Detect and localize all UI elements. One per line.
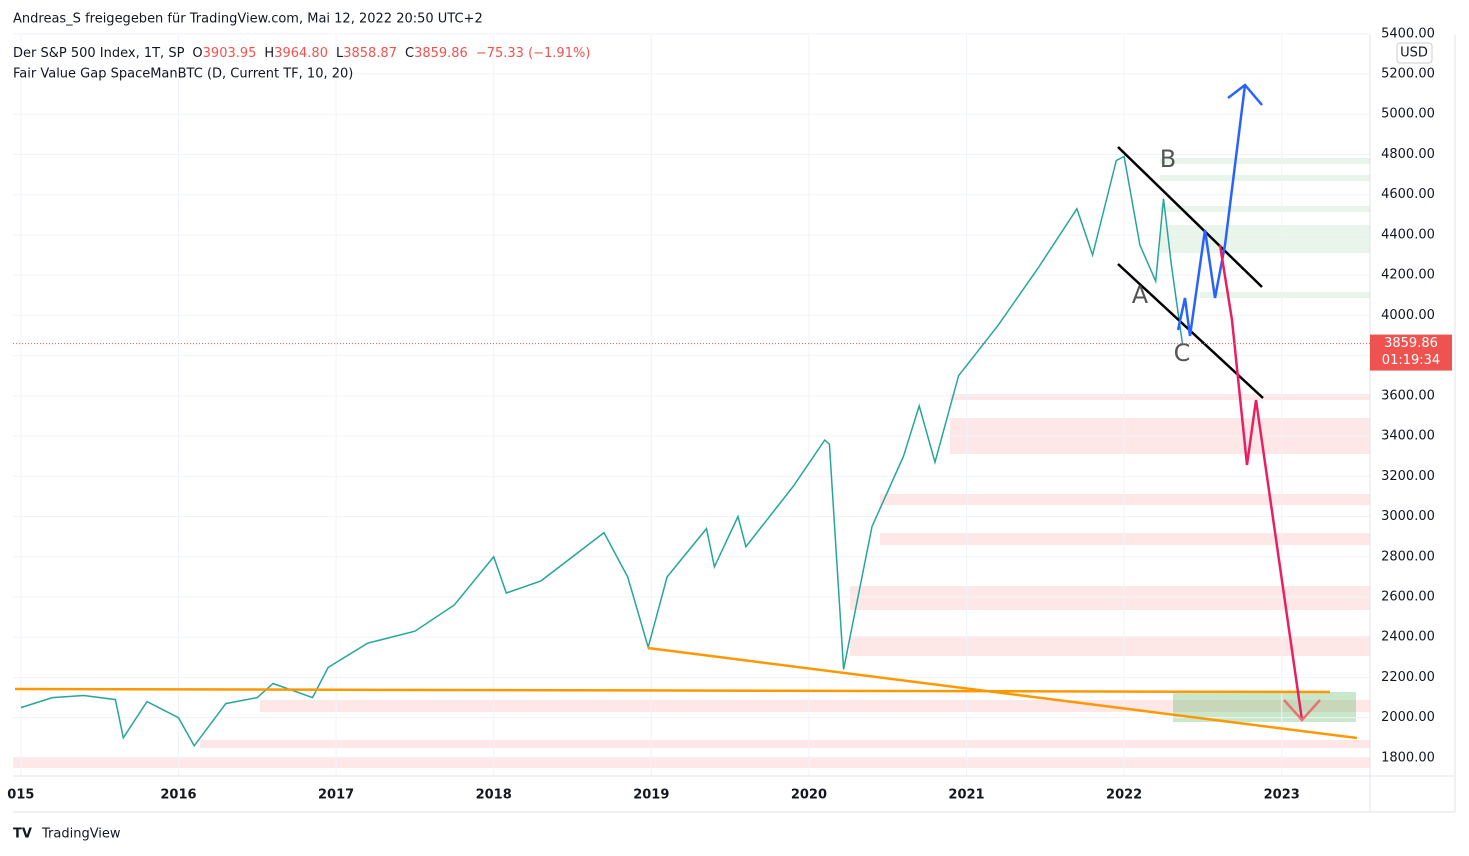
y-tick-label: 5400.00 xyxy=(1381,26,1435,41)
ohlc-label: C xyxy=(405,46,414,61)
plot xyxy=(13,33,1370,776)
ohlc-value: 3903.95 xyxy=(203,46,257,61)
y-tick-label: 4800.00 xyxy=(1381,147,1435,162)
y-tick-label: 2400.00 xyxy=(1381,630,1435,645)
ohlc-label: O xyxy=(192,46,202,61)
indicator: Fair Value Gap SpaceManBTC (D, Current T… xyxy=(13,67,353,82)
change: −75.33 (−1.91%) xyxy=(476,46,591,61)
y-tick-label: 3600.00 xyxy=(1381,388,1435,403)
x-tick-label: 2016 xyxy=(160,788,196,803)
footer-logo: TV xyxy=(13,827,32,842)
y-tick-label: 3200.00 xyxy=(1381,469,1435,484)
last-price-label: 3859.86 xyxy=(1384,336,1438,351)
author-line: Andreas_S freigegeben für TradingView.co… xyxy=(13,12,483,27)
y-tick-label: 3000.00 xyxy=(1381,509,1435,524)
y-tick-label: 1800.00 xyxy=(1381,750,1435,765)
footer: TradingView xyxy=(41,827,121,842)
ohlc-value: 3964.80 xyxy=(274,46,328,61)
y-tick-label: 2600.00 xyxy=(1381,589,1435,604)
last-price-box xyxy=(1370,334,1452,371)
annotations: A B C xyxy=(1132,145,1191,367)
legend: Der S&P 500 Index, 1T, SP O3903.95 H3964.8… xyxy=(13,46,590,61)
wave-label: A xyxy=(1132,281,1149,309)
ohlc-label: L xyxy=(336,46,344,61)
wave-label: C xyxy=(1174,339,1191,367)
y-tick-label: 5000.00 xyxy=(1381,107,1435,122)
y-tick-label: 2800.00 xyxy=(1381,549,1435,564)
y-tick-label: 3400.00 xyxy=(1381,429,1435,444)
price-line xyxy=(20,155,1184,748)
y-tick-label: 2000.00 xyxy=(1381,710,1435,725)
y-tick-label: 4600.00 xyxy=(1381,187,1435,202)
target-zone xyxy=(1173,692,1356,722)
symbol: Der S&P 500 Index, 1T, SP xyxy=(13,46,185,61)
wave-label: B xyxy=(1160,145,1176,173)
currency-box xyxy=(1396,42,1433,64)
x-tick-label: 2023 xyxy=(1264,788,1300,803)
y-tick-label: 4400.00 xyxy=(1381,227,1435,242)
drawings xyxy=(14,83,1358,740)
x-tick-label: 015 xyxy=(7,788,34,803)
x-tick-label: 2019 xyxy=(633,788,669,803)
y-tick-label: 2200.00 xyxy=(1381,670,1435,685)
x-tick-label: 2022 xyxy=(1106,788,1142,803)
fvg-bands-bullish xyxy=(1160,158,1370,298)
currency: USD xyxy=(1400,46,1428,61)
x-tick-label: 2020 xyxy=(791,788,827,803)
y-tick-label: 4000.00 xyxy=(1381,308,1435,323)
y-tick-label: 4200.00 xyxy=(1381,268,1435,283)
countdown: 01:19:34 xyxy=(1382,353,1440,368)
x-tick-label: 2018 xyxy=(476,788,512,803)
x-tick-label: 2017 xyxy=(318,788,354,803)
y-tick-label: 5200.00 xyxy=(1381,67,1435,82)
ohlc-value: 3859.86 xyxy=(414,46,468,61)
ohlc-value: 3858.87 xyxy=(343,46,397,61)
ohlc-label: H xyxy=(264,46,274,61)
x-tick-label: 2021 xyxy=(948,788,984,803)
